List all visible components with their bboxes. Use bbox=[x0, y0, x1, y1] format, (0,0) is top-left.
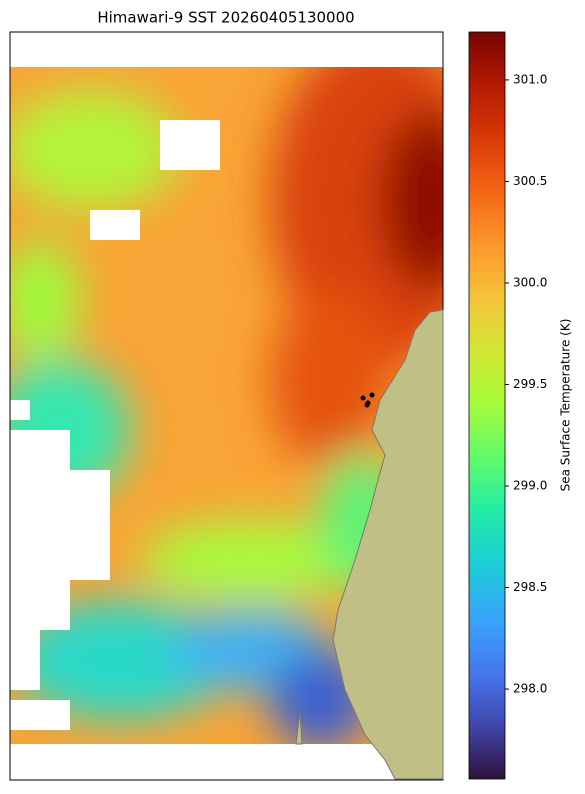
colorbar-tick-label: 300.5 bbox=[513, 174, 547, 188]
colorbar-tick-label: 299.0 bbox=[513, 479, 547, 493]
colorbar-tick-label: 301.0 bbox=[513, 72, 547, 86]
colorbar-label: Sea Surface Temperature (K) bbox=[559, 319, 573, 492]
sst-field bbox=[10, 67, 443, 744]
colorbar-tick-label: 298.0 bbox=[513, 682, 547, 696]
title: Himawari-9 SST 20260405130000 bbox=[97, 9, 354, 27]
colorbar bbox=[468, 31, 506, 780]
land bbox=[332, 309, 444, 780]
island bbox=[295, 711, 303, 745]
stations bbox=[360, 392, 375, 408]
colorbar-tick-label: 298.5 bbox=[513, 580, 547, 594]
colorbar-tick-label: 299.5 bbox=[513, 377, 547, 391]
colorbar-tick-label: 300.0 bbox=[513, 275, 547, 289]
